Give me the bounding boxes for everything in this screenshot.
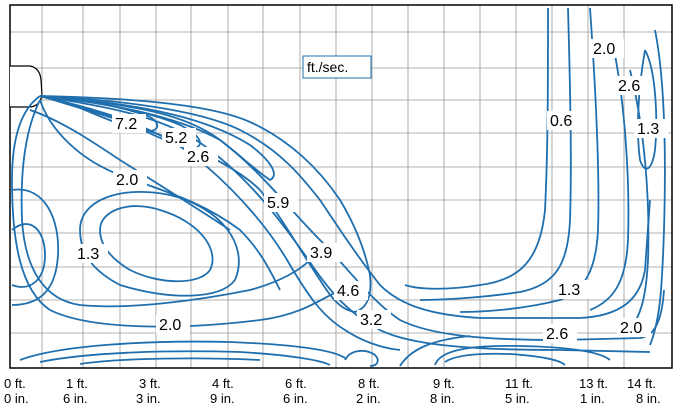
x-tick-ft: 9 ft. — [433, 376, 455, 391]
x-tick-ft: 6 ft. — [285, 376, 307, 391]
contour-label: 2.6 — [187, 149, 209, 166]
contour-label: 1.3 — [637, 121, 659, 138]
contour-label: 3.9 — [310, 245, 332, 262]
x-axis-ticks: 0 ft. 0 in. 1 ft. 6 in. 3 ft. 3 in. 4 ft… — [4, 376, 661, 406]
x-tick-in: 8 in. — [636, 391, 661, 406]
x-tick-ft: 3 ft. — [139, 376, 161, 391]
contour-label: 1.3 — [77, 246, 99, 263]
contour-label: 2.0 — [593, 41, 615, 58]
x-tick-ft: 11 ft. — [505, 376, 533, 391]
x-tick-ft: 1 ft. — [66, 376, 88, 391]
x-tick-in: 1 in. — [580, 391, 605, 406]
x-tick-ft: 14 ft. — [627, 376, 656, 391]
unit-label: ft./sec. — [307, 59, 348, 75]
x-tick-in: 2 in. — [356, 391, 381, 406]
contour-label: 2.6 — [546, 326, 568, 343]
contour-label: 2.6 — [618, 78, 640, 95]
contour-label: 3.2 — [360, 312, 382, 329]
inlet-nozzle — [10, 65, 43, 108]
contour-label: 0.6 — [550, 113, 572, 130]
x-tick-in: 6 in. — [283, 391, 308, 406]
unit-box — [302, 55, 372, 79]
x-tick-in: 9 in. — [210, 391, 235, 406]
contour-label: 2.0 — [159, 317, 181, 334]
contour-label: 5.2 — [165, 130, 187, 147]
contour-label: 2.0 — [116, 172, 138, 189]
contour-label-group: 7.2 5.2 2.0 2.6 5.9 1.3 3.9 4.6 3.2 2.0 … — [74, 39, 668, 343]
contour-label: 4.6 — [337, 283, 359, 300]
x-tick-ft: 13 ft. — [579, 376, 608, 391]
x-tick-in: 8 in. — [430, 391, 455, 406]
x-tick-in: 5 in. — [505, 391, 530, 406]
x-tick-in: 0 in. — [4, 391, 29, 406]
contour-label: 5.9 — [267, 195, 289, 212]
x-tick-in: 6 in. — [63, 391, 88, 406]
contour-label: 7.2 — [115, 116, 137, 133]
x-tick-in: 3 in. — [136, 391, 161, 406]
contour-label: 2.0 — [620, 320, 642, 337]
contour-label: 1.3 — [558, 282, 580, 299]
x-tick-ft: 8 ft. — [358, 376, 380, 391]
plot-frame — [9, 4, 673, 369]
x-tick-ft: 4 ft. — [212, 376, 234, 391]
x-tick-ft: 0 ft. — [4, 376, 26, 391]
